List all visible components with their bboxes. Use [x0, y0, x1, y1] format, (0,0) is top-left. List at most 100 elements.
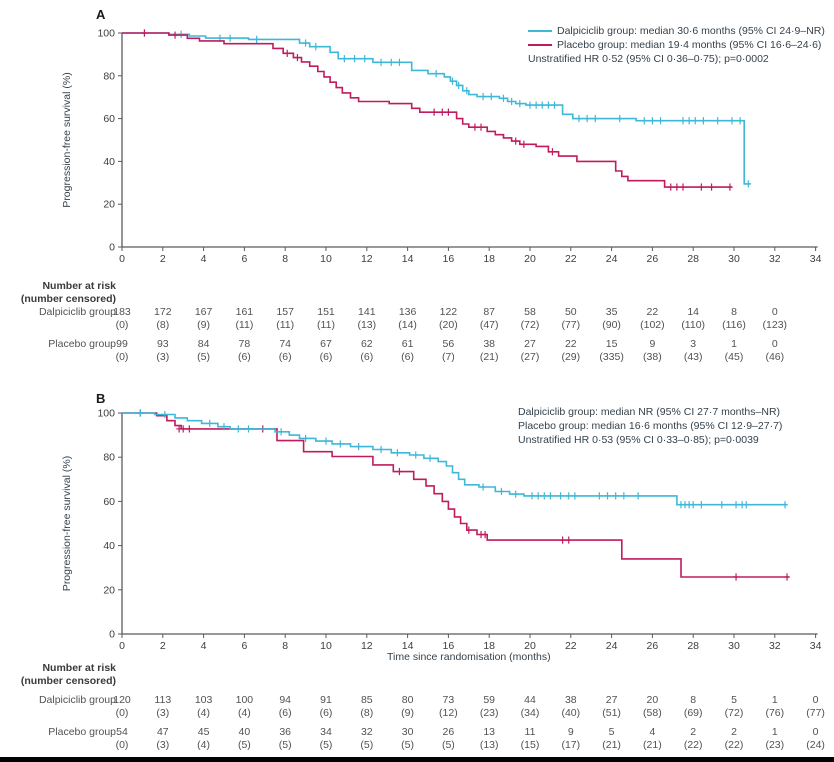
y-tick-label: 20	[103, 584, 115, 596]
at-risk-count: 157	[276, 306, 294, 318]
at-risk-censored: (0)	[115, 739, 129, 751]
at-risk-count: 26	[442, 726, 455, 738]
at-risk-censored: (43)	[683, 351, 703, 363]
at-risk-censored: (11)	[235, 319, 254, 331]
x-tick-label: 28	[687, 640, 699, 652]
y-tick-label: 0	[109, 242, 115, 254]
x-tick-label: 34	[810, 640, 822, 652]
at-risk-header: Number at risk	[42, 280, 116, 292]
at-risk-count: 27	[605, 694, 618, 706]
legend-hr-text: Unstratified HR 0·52 (95% CI 0·36–0·75);…	[528, 53, 769, 65]
at-risk-censored: (51)	[602, 707, 621, 719]
at-risk-count: 0	[771, 306, 778, 318]
at-risk-count: 122	[439, 306, 458, 318]
at-risk-count: 44	[524, 694, 536, 706]
at-risk-censored: (5)	[278, 739, 292, 751]
survival-curve-placebo	[122, 32, 732, 188]
y-tick-label: 100	[97, 28, 115, 40]
at-risk-count: 87	[483, 306, 496, 318]
at-risk-count: 4	[649, 726, 656, 738]
at-risk-censored: (0)	[115, 707, 129, 719]
at-risk-row-label: Dalpiciclib group	[38, 694, 116, 706]
y-tick-label: 40	[103, 156, 115, 168]
at-risk-header: Number at risk	[42, 662, 116, 674]
at-risk-censored: (23)	[479, 707, 499, 719]
x-tick-label: 14	[402, 253, 414, 265]
at-risk-censored: (6)	[319, 707, 333, 719]
at-risk-censored: (47)	[479, 319, 499, 331]
x-tick-label: 20	[524, 253, 536, 265]
at-risk-censored: (17)	[561, 739, 581, 751]
at-risk-count: 151	[317, 306, 335, 318]
at-risk-count: 99	[116, 338, 128, 350]
at-risk-count: 80	[401, 694, 414, 706]
x-tick-label: 28	[687, 253, 699, 265]
at-risk-censored: (45)	[724, 351, 744, 363]
at-risk-censored: (58)	[643, 707, 662, 719]
x-tick-label: 4	[201, 640, 207, 652]
at-risk-censored: (7)	[441, 351, 455, 363]
at-risk-censored: (0)	[115, 351, 129, 363]
x-tick-label: 2	[160, 640, 166, 652]
at-risk-censored: (335)	[599, 351, 624, 363]
at-risk-censored: (6)	[319, 351, 333, 363]
at-risk-censored: (5)	[441, 739, 455, 751]
at-risk-censored: (15)	[520, 739, 540, 751]
at-risk-count: 36	[279, 726, 292, 738]
at-risk-censored: (77)	[806, 707, 825, 719]
at-risk-count: 183	[113, 306, 131, 318]
at-risk-censored: (14)	[398, 319, 417, 331]
at-risk-censored: (3)	[156, 739, 170, 751]
at-risk-header: (number censored)	[20, 675, 116, 687]
x-tick-label: 22	[565, 253, 577, 265]
legend-row-hr: Unstratified HR 0·53 (95% CI 0·33–0·85);…	[518, 433, 782, 447]
at-risk-count: 34	[320, 726, 332, 738]
at-risk-censored: (77)	[561, 319, 581, 331]
panel-a-legend: Dalpiciclib group: median 30·6 months (9…	[528, 24, 825, 66]
at-risk-censored: (123)	[762, 319, 788, 331]
at-risk-censored: (9)	[197, 319, 211, 331]
at-risk-count: 38	[564, 694, 577, 706]
at-risk-censored: (0)	[115, 319, 129, 331]
x-tick-label: 10	[320, 253, 332, 265]
at-risk-censored: (4)	[197, 739, 211, 751]
at-risk-count: 9	[567, 726, 574, 738]
x-tick-label: 8	[282, 640, 288, 652]
at-risk-count: 11	[524, 726, 536, 738]
legend-placebo-text: Placebo group: median 19·4 months (95% C…	[557, 39, 822, 51]
y-tick-label: 80	[103, 452, 115, 464]
y-tick-label: 20	[103, 199, 115, 211]
at-risk-count: 40	[238, 726, 251, 738]
at-risk-count: 172	[154, 306, 172, 318]
at-risk-censored: (22)	[724, 739, 744, 751]
at-risk-censored: (21)	[479, 351, 499, 363]
at-risk-count: 61	[401, 338, 414, 350]
at-risk-count: 30	[401, 726, 414, 738]
at-risk-censored: (11)	[276, 319, 295, 331]
at-risk-count: 0	[812, 694, 819, 706]
at-risk-censored: (5)	[237, 739, 251, 751]
legend-dalpiciclib-text: Dalpiciclib group: median 30·6 months (9…	[557, 25, 825, 37]
x-tick-label: 0	[119, 253, 125, 265]
at-risk-count: 1	[771, 726, 778, 738]
at-risk-count: 58	[524, 306, 536, 318]
y-axis-title: Progression-free survival (%)	[61, 72, 73, 207]
at-risk-count: 27	[524, 338, 536, 350]
at-risk-censored: (24)	[806, 739, 825, 751]
at-risk-censored: (6)	[237, 351, 251, 363]
at-risk-censored: (4)	[237, 707, 251, 719]
x-tick-label: 2	[160, 253, 166, 265]
at-risk-censored: (34)	[520, 707, 540, 719]
legend-row-placebo: Placebo group: median 19·4 months (95% C…	[528, 38, 825, 52]
at-risk-censored: (6)	[360, 351, 374, 363]
at-risk-count: 8	[731, 306, 737, 318]
at-risk-censored: (6)	[278, 707, 292, 719]
at-risk-count: 20	[646, 694, 659, 706]
x-tick-label: 22	[565, 640, 577, 652]
at-risk-count: 161	[235, 306, 254, 318]
at-risk-count: 1	[731, 338, 737, 350]
at-risk-count: 13	[483, 726, 496, 738]
at-risk-count: 59	[483, 694, 496, 706]
